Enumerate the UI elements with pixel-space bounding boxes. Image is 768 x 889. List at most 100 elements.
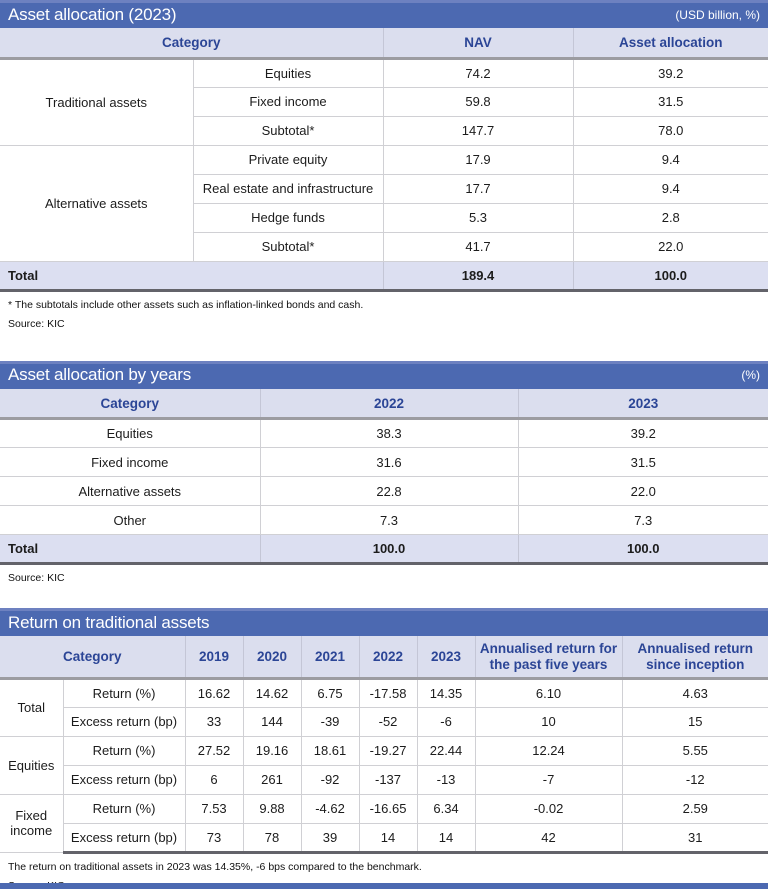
table2-title: Asset allocation by years [8, 365, 192, 385]
table3-col-annualised-inception: Annualised return since inception [621, 636, 768, 680]
item-cell: Fixed income [0, 447, 261, 478]
value-cell: 7.3 [259, 505, 519, 536]
value-cell: 74.2 [382, 57, 574, 88]
value-cell: -6 [416, 706, 476, 737]
table3-col-2022: 2022 [358, 636, 418, 680]
value-cell: 16.62 [184, 677, 244, 708]
table2-col-category: Category [0, 388, 261, 421]
metric-cell: Return (%) [62, 677, 186, 708]
table-row: Equities 38.3 39.2 [0, 418, 768, 449]
total-label: Total [0, 534, 261, 566]
item-cell: Fixed income [193, 86, 384, 117]
value-cell: 39.2 [517, 418, 768, 449]
table3-title: Return on traditional assets [8, 612, 210, 632]
value-cell: -52 [358, 706, 418, 737]
group-cell-equities: Equities [0, 735, 64, 795]
metric-cell: Excess return (bp) [63, 706, 186, 737]
total-value: 100.0 [572, 260, 768, 292]
value-cell: 9.4 [572, 144, 768, 175]
value-cell: 22.0 [517, 476, 768, 507]
table1-title: Asset allocation (2023) [8, 4, 177, 24]
table1-total-row: Total 189.4 100.0 [0, 260, 768, 292]
item-cell: Other [0, 505, 261, 536]
total-value: 100.0 [517, 534, 768, 566]
table1-col-category: Category [0, 28, 384, 60]
value-cell: 22.0 [572, 231, 768, 262]
table-row: Excess return (bp) 33 144 -39 -52 -6 10 … [0, 706, 768, 737]
value-cell: 78.0 [572, 115, 768, 146]
table-row: Other 7.3 7.3 [0, 505, 768, 536]
value-cell: 144 [242, 706, 302, 737]
value-cell: 12.24 [474, 735, 623, 766]
table1-col-nav: NAV [382, 28, 574, 60]
table3-col-2020: 2020 [242, 636, 302, 680]
value-cell: 31 [621, 822, 768, 854]
value-cell: 22.8 [259, 476, 519, 507]
metric-cell: Excess return (bp) [63, 822, 186, 854]
value-cell: 5.55 [621, 735, 768, 766]
value-cell: 73 [184, 822, 244, 854]
value-cell: 18.61 [300, 735, 360, 766]
table-row: Real estate and infrastructure 17.7 9.4 [0, 173, 768, 204]
value-cell: 147.7 [382, 115, 574, 146]
value-cell: 6 [184, 764, 244, 795]
value-cell: 7.3 [517, 505, 768, 536]
value-cell: 31.5 [517, 447, 768, 478]
value-cell: 2.8 [572, 202, 768, 233]
item-cell: Subtotal* [193, 231, 384, 262]
value-cell: 9.88 [242, 793, 302, 824]
value-cell: 5.3 [382, 202, 574, 233]
value-cell: -17.58 [358, 677, 418, 708]
table-row: Fixed income 31.6 31.5 [0, 447, 768, 478]
value-cell: -0.02 [474, 793, 623, 824]
table-row: Alternative assets Private equity 17.9 9… [0, 144, 768, 262]
value-cell: 4.63 [621, 677, 768, 708]
table-row: Excess return (bp) 73 78 39 14 14 42 31 [0, 822, 768, 854]
table3-title-bar: Return on traditional assets [0, 608, 768, 637]
table-row: Hedge funds 5.3 2.8 [0, 202, 768, 233]
table1-unit-label: (USD billion, %) [675, 7, 760, 22]
total-label: Total [0, 260, 384, 292]
table3-note: The return on traditional assets in 2023… [8, 860, 422, 873]
value-cell: -7 [474, 764, 623, 795]
table2-notes: Source: KIC [0, 565, 768, 585]
table3-col-2023: 2023 [416, 636, 476, 680]
table3-col-2019: 2019 [184, 636, 244, 680]
table3-col-annualised-5yr: Annualised return for the past five year… [474, 636, 623, 680]
table-row: Subtotal* 41.7 22.0 [0, 231, 768, 262]
value-cell: -137 [358, 764, 418, 795]
value-cell: 15 [621, 706, 768, 737]
value-cell: 6.75 [300, 677, 360, 708]
value-cell: 14 [358, 822, 418, 854]
item-cell: Private equity [192, 144, 384, 175]
table1-title-bar: Asset allocation (2023) (USD billion, %) [0, 0, 768, 28]
table2-title-bar: Asset allocation by years (%) [0, 360, 768, 389]
value-cell: 17.9 [382, 144, 574, 175]
next-section-title-bar-partial [0, 883, 768, 889]
value-cell: 31.5 [572, 86, 768, 117]
value-cell: -4.62 [300, 793, 360, 824]
value-cell: 59.8 [382, 86, 574, 117]
group-cell-traditional: Traditional assets [0, 57, 194, 146]
table-row: Total Return (%) 16.62 14.62 6.75 -17.58… [0, 677, 768, 737]
table2-unit-label: (%) [741, 368, 760, 383]
metric-cell: Excess return (bp) [63, 764, 186, 795]
value-cell: 41.7 [382, 231, 574, 262]
value-cell: 39 [300, 822, 360, 854]
item-cell: Equities [0, 418, 261, 449]
total-value: 189.4 [382, 260, 574, 292]
table2-header-row: Category 2022 2023 [0, 388, 768, 421]
value-cell: 6.10 [474, 677, 623, 708]
table-row: Traditional assets Equities 74.2 39.2 [0, 57, 768, 146]
value-cell: 14.35 [416, 677, 476, 708]
table-row: Fixed income Return (%) 7.53 9.88 -4.62 … [0, 793, 768, 853]
table3-col-category: Category [0, 636, 186, 680]
table1-footnote: * The subtotals include other assets suc… [8, 298, 364, 311]
value-cell: 39.2 [572, 57, 768, 88]
metric-cell: Return (%) [62, 735, 186, 766]
group-cell-fixed-income: Fixed income [0, 793, 64, 853]
table-row: Alternative assets 22.8 22.0 [0, 476, 768, 507]
total-value: 100.0 [259, 534, 519, 566]
table-row: Excess return (bp) 6 261 -92 -137 -13 -7… [0, 764, 768, 795]
value-cell: -16.65 [358, 793, 418, 824]
